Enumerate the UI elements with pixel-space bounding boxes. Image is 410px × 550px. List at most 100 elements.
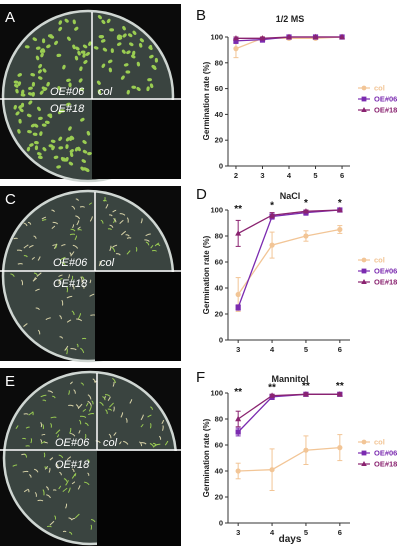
seedling xyxy=(17,81,22,86)
seedling xyxy=(31,256,35,260)
seedling xyxy=(36,272,42,277)
seedling xyxy=(44,120,50,124)
seedling xyxy=(111,246,116,253)
seedling xyxy=(86,130,91,136)
seedling xyxy=(74,55,79,61)
seedling xyxy=(161,419,164,424)
seedling xyxy=(45,486,49,491)
seedling xyxy=(87,394,92,400)
seedling xyxy=(28,244,34,248)
seedling xyxy=(76,318,83,322)
plate-label-oe18: OE#18 xyxy=(55,459,90,471)
series-oe06 xyxy=(235,207,343,311)
seedling xyxy=(70,135,75,140)
legend-entry-oe06: OE#06 xyxy=(358,267,397,276)
seedling xyxy=(42,38,46,44)
seedling xyxy=(81,276,85,280)
seedling xyxy=(58,136,63,141)
seedling xyxy=(32,411,34,416)
seedling xyxy=(42,147,47,152)
y-tick-label: 60 xyxy=(215,441,223,450)
seedling xyxy=(146,86,150,92)
data-point xyxy=(235,230,242,236)
seedling xyxy=(87,459,90,463)
seedling xyxy=(41,219,47,222)
seedling xyxy=(122,33,127,38)
seedling xyxy=(75,46,80,51)
seedling xyxy=(65,480,69,486)
seedling xyxy=(26,113,32,118)
plate-label-oe18: OE#18 xyxy=(50,103,85,115)
seedling xyxy=(23,413,29,415)
seedling xyxy=(48,113,53,119)
seedling xyxy=(125,417,128,423)
legend-marker xyxy=(361,450,367,456)
seedling xyxy=(70,228,76,232)
seedling xyxy=(129,399,133,404)
seedling xyxy=(54,40,58,45)
seedling xyxy=(66,102,71,107)
seedling xyxy=(79,206,85,208)
seedling xyxy=(149,442,155,448)
seedling xyxy=(14,83,19,88)
seedling xyxy=(126,217,129,223)
seedling xyxy=(150,406,153,410)
legend-label: col xyxy=(374,84,385,93)
seedling xyxy=(120,412,124,418)
legend-label: OE#06 xyxy=(374,267,397,276)
seedling xyxy=(23,255,28,258)
seedling xyxy=(15,111,20,116)
seedling xyxy=(135,246,138,252)
series-oe06 xyxy=(235,391,343,437)
seedling xyxy=(57,110,62,115)
seedling xyxy=(51,209,55,213)
seedling xyxy=(88,406,92,412)
seedling xyxy=(144,239,150,242)
seedling xyxy=(44,466,48,469)
x-tick-label: 4 xyxy=(270,345,275,354)
seedling xyxy=(23,323,28,327)
plate-label-col: col xyxy=(100,257,115,269)
seedling xyxy=(42,399,47,402)
seedling xyxy=(15,88,19,94)
seedling xyxy=(77,313,82,320)
legend-marker xyxy=(361,257,367,263)
seedling xyxy=(21,89,25,95)
seedling xyxy=(74,235,78,241)
seedling xyxy=(145,241,150,246)
seedling xyxy=(68,82,72,88)
seedling xyxy=(37,256,41,261)
seedling xyxy=(98,35,104,39)
seedling xyxy=(40,439,42,443)
seedling xyxy=(71,310,75,316)
seedling xyxy=(12,464,18,467)
seedling xyxy=(82,285,85,289)
y-tick-label: 40 xyxy=(215,110,223,119)
seedling xyxy=(38,63,42,69)
seedling xyxy=(32,37,38,42)
seedling xyxy=(92,378,96,383)
photo-panel-c: C OE#06 col OE#18 xyxy=(0,186,181,363)
seedling xyxy=(77,485,81,490)
panel-letter-b: B xyxy=(196,7,206,24)
seedling xyxy=(126,237,132,239)
seedling xyxy=(80,276,83,283)
seedling xyxy=(50,416,57,419)
seedling xyxy=(23,244,29,249)
seedling xyxy=(72,19,76,25)
seedling xyxy=(68,126,72,131)
seedling xyxy=(33,272,38,276)
seedling xyxy=(131,54,136,59)
seedling xyxy=(100,39,106,43)
seedling xyxy=(29,143,34,147)
x-tick-label: 5 xyxy=(304,528,308,537)
seedling xyxy=(82,149,88,154)
seedling xyxy=(89,279,92,284)
photo-black-quadrant xyxy=(95,272,181,361)
seedling xyxy=(37,106,41,112)
seedling xyxy=(76,343,79,348)
seedling xyxy=(138,42,143,48)
seedling xyxy=(89,216,93,222)
seedling xyxy=(75,198,79,201)
photo-black-quadrant xyxy=(97,451,181,546)
